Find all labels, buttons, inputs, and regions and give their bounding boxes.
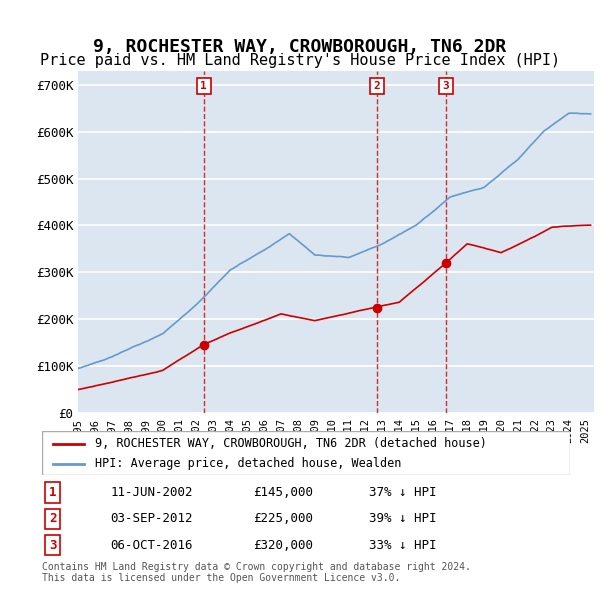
Text: £320,000: £320,000 <box>253 539 313 552</box>
Text: 2: 2 <box>49 512 56 525</box>
Text: 9, ROCHESTER WAY, CROWBOROUGH, TN6 2DR: 9, ROCHESTER WAY, CROWBOROUGH, TN6 2DR <box>94 38 506 57</box>
Text: 33% ↓ HPI: 33% ↓ HPI <box>370 539 437 552</box>
Text: 9, ROCHESTER WAY, CROWBOROUGH, TN6 2DR (detached house): 9, ROCHESTER WAY, CROWBOROUGH, TN6 2DR (… <box>95 437 487 450</box>
Text: £145,000: £145,000 <box>253 486 313 499</box>
FancyBboxPatch shape <box>42 431 570 475</box>
Text: 3: 3 <box>49 539 56 552</box>
Text: £225,000: £225,000 <box>253 512 313 525</box>
Text: 2: 2 <box>374 81 380 91</box>
Text: 39% ↓ HPI: 39% ↓ HPI <box>370 512 437 525</box>
Text: 06-OCT-2016: 06-OCT-2016 <box>110 539 193 552</box>
Text: 11-JUN-2002: 11-JUN-2002 <box>110 486 193 499</box>
Text: 37% ↓ HPI: 37% ↓ HPI <box>370 486 437 499</box>
Text: Contains HM Land Registry data © Crown copyright and database right 2024.: Contains HM Land Registry data © Crown c… <box>42 562 471 572</box>
Text: Price paid vs. HM Land Registry's House Price Index (HPI): Price paid vs. HM Land Registry's House … <box>40 53 560 68</box>
Text: 3: 3 <box>443 81 449 91</box>
Text: 1: 1 <box>200 81 207 91</box>
Text: 03-SEP-2012: 03-SEP-2012 <box>110 512 193 525</box>
Text: HPI: Average price, detached house, Wealden: HPI: Average price, detached house, Weal… <box>95 457 401 470</box>
Text: 1: 1 <box>49 486 56 499</box>
Text: This data is licensed under the Open Government Licence v3.0.: This data is licensed under the Open Gov… <box>42 573 400 584</box>
